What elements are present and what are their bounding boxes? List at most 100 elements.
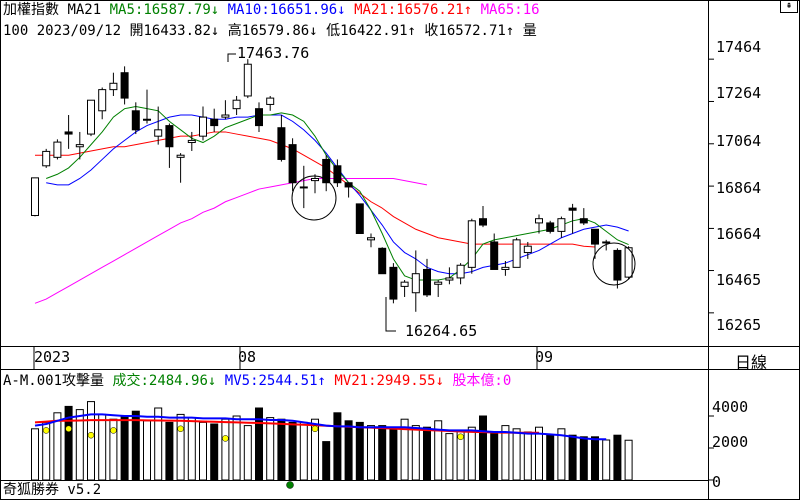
- volume-bar: [277, 418, 286, 481]
- attack-signal-dot: [110, 427, 117, 434]
- candle-body: [613, 249, 622, 281]
- ma65-readout: MA65:16: [480, 2, 540, 18]
- mv5-readout: MV5:2544.51↑: [224, 373, 326, 389]
- low-annotation-line: [385, 297, 396, 332]
- volume-bar: [120, 415, 129, 481]
- price-tick-label: 17064: [716, 132, 762, 150]
- volume-bar: [143, 420, 151, 481]
- volume-bar: [154, 407, 163, 481]
- candle-body: [243, 63, 252, 97]
- volume-bar: [243, 425, 252, 481]
- candle-body: [221, 114, 230, 118]
- candle-body: [546, 222, 555, 232]
- candle-body: [434, 281, 443, 285]
- double-up-arrow-icon[interactable]: ⇞: [780, 0, 798, 13]
- candle-body: [154, 129, 163, 137]
- attack-signal-dot: [42, 427, 50, 434]
- candle-body: [176, 154, 185, 158]
- volume-bar: [87, 401, 95, 481]
- volume-bar: [131, 410, 140, 481]
- volume-bar: [266, 417, 275, 481]
- cross-marker-circle: [291, 175, 337, 221]
- volume-bar: [501, 425, 510, 481]
- candle-body: [523, 245, 532, 254]
- candle-body: [42, 150, 51, 167]
- candle-body: [355, 203, 364, 234]
- period-daily-button[interactable]: 日線: [735, 353, 768, 372]
- date-tick-label: 09: [535, 348, 554, 366]
- candle-body: [378, 247, 387, 275]
- volume-bar: [445, 433, 454, 481]
- candle-body: [557, 218, 566, 232]
- high-arrow: ↓: [309, 23, 318, 39]
- candle-body: [299, 186, 308, 189]
- candle-body: [53, 141, 62, 158]
- close-arrow: ↑: [505, 23, 515, 39]
- candle-body: [266, 97, 275, 105]
- volume-bar: [322, 441, 331, 481]
- candle-body: [400, 281, 409, 287]
- volume-tick-label: 0: [712, 473, 722, 491]
- volume-bar: [221, 418, 230, 481]
- candle-body: [64, 131, 73, 135]
- attack-signal-dot: [311, 425, 319, 433]
- candle-body: [579, 218, 588, 224]
- candle-body: [333, 165, 342, 184]
- candle-body: [165, 125, 174, 148]
- low-arrow: ↑: [407, 23, 416, 39]
- ma65-line: [34, 177, 428, 304]
- volume-bar: [602, 439, 611, 481]
- candle-body: [311, 177, 319, 182]
- volume-bar: [423, 426, 431, 481]
- candle-body: [87, 99, 95, 135]
- candle-body: [591, 228, 599, 245]
- volume-bar: [389, 426, 398, 481]
- quote-open: 開16433.82: [129, 23, 211, 39]
- volume-bar: [367, 425, 375, 481]
- volume-header-row: A-M.001攻擊量 成交:2484.96↓ MV5:2544.51↑ MV21…: [3, 372, 511, 390]
- volume-bar: [98, 413, 107, 481]
- quote-high: 高16579.86: [227, 23, 310, 39]
- ma21-readout: MA21:16576.21↑: [354, 2, 473, 18]
- high-annotation-line: [227, 53, 236, 62]
- volume-tick-label: 2000: [712, 433, 749, 451]
- volume-bar: [613, 434, 622, 481]
- volume-bar: [255, 407, 263, 481]
- candle-body: [75, 144, 84, 148]
- volume-bar: [535, 426, 543, 481]
- candle-body: [232, 99, 241, 110]
- high-price-annotation: 17463.76: [237, 44, 310, 62]
- volume-tick-label: 4000: [712, 398, 749, 416]
- volume-bar: [210, 423, 219, 481]
- candle-body: [120, 72, 129, 99]
- volume-bar: [479, 415, 487, 481]
- low-price-annotation: 16264.65: [405, 322, 478, 340]
- ma10-readout: MA10:16651.96↓: [227, 2, 346, 18]
- candle-body: [501, 266, 510, 270]
- volume-bar: [232, 415, 241, 481]
- volume-bar: [344, 420, 353, 481]
- deal-volume-readout: 成交:2484.96↓: [112, 373, 217, 389]
- candle-body: [568, 207, 577, 211]
- candle-body: [187, 139, 196, 144]
- volume-bar: [546, 434, 555, 481]
- volume-bar: [288, 421, 297, 481]
- candle-body: [490, 241, 499, 270]
- quote-low: 低16422.91: [326, 23, 408, 39]
- candle-body: [199, 116, 207, 137]
- candle-body: [255, 108, 263, 127]
- volume-bar: [512, 428, 521, 481]
- date-tick-label: 08: [238, 348, 257, 366]
- volume-bar: [378, 425, 387, 481]
- header-indicator-row: 加權指數 MA21 MA5:16587.79↓ MA10:16651.96↓ M…: [3, 1, 540, 19]
- quote-close: 收16572.71: [424, 23, 506, 39]
- candle-body: [131, 110, 140, 131]
- volume-bar: [490, 433, 499, 481]
- app-name-footer: 奇狐勝券 v5.2: [3, 481, 102, 499]
- candle-body: [277, 127, 286, 160]
- price-tick-label: 16864: [716, 179, 762, 197]
- volume-bar: [333, 412, 342, 481]
- candle-body: [423, 268, 431, 296]
- candle-body: [367, 237, 375, 241]
- volume-bar: [64, 405, 73, 481]
